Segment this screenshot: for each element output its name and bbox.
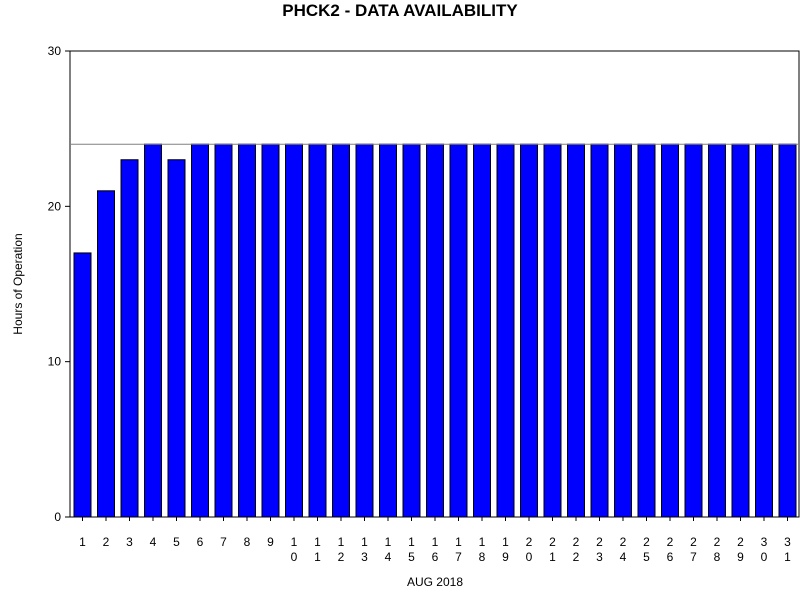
x-tick-label-4: 4 — [150, 535, 157, 549]
x-tick-label-6: 6 — [197, 535, 204, 549]
x-tick-label-2: 2 — [103, 535, 110, 549]
bar-day-18 — [473, 143, 491, 518]
x-axis-label: AUG 2018 — [406, 575, 464, 589]
bar-day-15 — [402, 143, 421, 518]
bar-day-27 — [684, 143, 703, 518]
bar-day-10 — [285, 143, 303, 518]
y-tick-label-10: 10 — [48, 355, 62, 369]
bar-day-2 — [97, 190, 115, 518]
x-tick-label-1: 1 — [79, 535, 86, 549]
chart-title: PHCK2 - DATA AVAILABILITY — [282, 1, 518, 20]
bar-day-4 — [144, 143, 162, 518]
bars — [73, 143, 797, 518]
x-tick-label-5: 5 — [173, 535, 180, 549]
bar-day-26 — [661, 143, 679, 518]
bar-day-7 — [214, 143, 233, 518]
tick-labels: 1 2 3 4 5 6 7 8 9 1 01 11 21 31 41 51 61 71 81 92 02 12 22 32 42… — [48, 44, 792, 564]
bar-day-5 — [167, 159, 186, 518]
bar-day-9 — [261, 143, 280, 518]
bar-day-20 — [520, 143, 538, 518]
bar-day-8 — [238, 143, 256, 518]
bar-day-12 — [332, 143, 350, 518]
bar-day-31 — [778, 143, 797, 518]
bar-day-13 — [355, 143, 374, 518]
bar-day-22 — [567, 143, 585, 518]
bar-day-23 — [590, 143, 609, 518]
x-tick-label-7: 7 — [220, 535, 227, 549]
bar-day-3 — [120, 159, 139, 518]
y-axis-label: Hours of Operation — [11, 233, 25, 335]
bar-day-24 — [614, 143, 632, 518]
x-tick-label-8: 8 — [244, 535, 251, 549]
x-tick-label-3: 3 — [126, 535, 133, 549]
bar-day-16 — [426, 143, 444, 518]
bar-day-1 — [73, 252, 92, 518]
bar-day-21 — [543, 143, 562, 518]
bar-day-29 — [731, 143, 750, 518]
y-tick-label-30: 30 — [48, 44, 62, 58]
bar-day-17 — [449, 143, 468, 518]
bar-day-28 — [708, 143, 726, 518]
bar-day-25 — [637, 143, 656, 518]
bar-day-30 — [755, 143, 773, 518]
bar-day-6 — [191, 143, 209, 518]
axes — [65, 50, 800, 521]
y-tick-label-20: 20 — [48, 199, 62, 213]
x-tick-label-9: 9 — [267, 535, 274, 549]
bar-day-14 — [379, 143, 397, 518]
y-tick-label-0: 0 — [54, 510, 61, 524]
bar-day-11 — [308, 143, 327, 518]
bar-day-19 — [496, 143, 515, 518]
